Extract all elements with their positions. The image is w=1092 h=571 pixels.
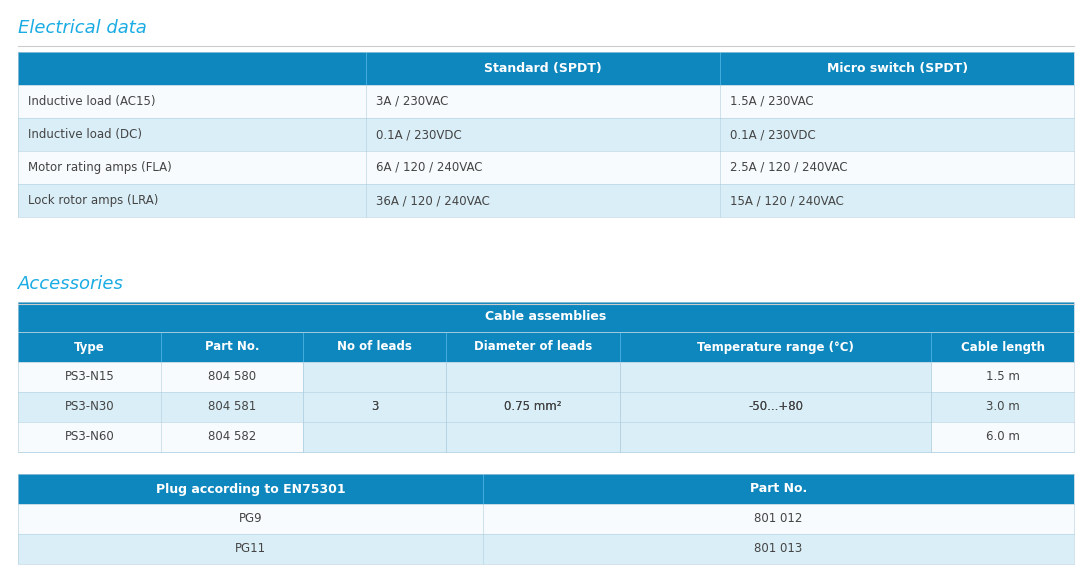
Bar [304, 362, 931, 452]
Text: Cable assemblies: Cable assemblies [485, 311, 607, 324]
Bar [17, 332, 1075, 362]
Text: 3: 3 [370, 400, 378, 413]
Text: Inductive load (AC15): Inductive load (AC15) [28, 95, 155, 108]
Text: Part No.: Part No. [204, 340, 259, 353]
Text: Electrical data: Electrical data [17, 19, 146, 37]
Text: Cable length: Cable length [961, 340, 1045, 353]
Text: No of leads: No of leads [337, 340, 412, 353]
Text: 1.5 m: 1.5 m [986, 371, 1020, 384]
Text: 2.5A / 120 / 240VAC: 2.5A / 120 / 240VAC [731, 161, 847, 174]
Bar [17, 362, 1075, 392]
Text: 0.75 mm²: 0.75 mm² [505, 400, 561, 413]
Bar [17, 392, 1075, 422]
Text: Motor rating amps (FLA): Motor rating amps (FLA) [28, 161, 171, 174]
Text: PS3-N15: PS3-N15 [64, 371, 115, 384]
Bar [17, 52, 1075, 85]
Text: Lock rotor amps (LRA): Lock rotor amps (LRA) [28, 194, 158, 207]
Text: PG9: PG9 [238, 513, 262, 525]
Text: 804 581: 804 581 [207, 400, 256, 413]
Text: 36A / 120 / 240VAC: 36A / 120 / 240VAC [377, 194, 490, 207]
Bar [17, 534, 1075, 564]
Text: Type: Type [74, 340, 105, 353]
Text: PS3-N60: PS3-N60 [64, 431, 115, 444]
Text: 6.0 m: 6.0 m [986, 431, 1020, 444]
Bar [17, 504, 1075, 534]
Text: PS3-N30: PS3-N30 [64, 400, 114, 413]
Text: Standard (SPDT): Standard (SPDT) [485, 62, 602, 75]
Text: 3: 3 [370, 400, 378, 413]
Text: Part No.: Part No. [750, 482, 807, 496]
Bar [17, 118, 1075, 151]
Text: Inductive load (DC): Inductive load (DC) [28, 128, 142, 141]
Text: Diameter of leads: Diameter of leads [474, 340, 592, 353]
Bar [17, 302, 1075, 332]
Text: 804 580: 804 580 [207, 371, 256, 384]
Bar [17, 422, 1075, 452]
Text: -50...+80: -50...+80 [748, 400, 804, 413]
Text: 3.0 m: 3.0 m [986, 400, 1020, 413]
Bar [17, 184, 1075, 217]
Text: 0.75 mm²: 0.75 mm² [505, 400, 561, 413]
Text: Plug according to EN75301: Plug according to EN75301 [155, 482, 345, 496]
Text: 0.1A / 230VDC: 0.1A / 230VDC [731, 128, 816, 141]
Text: 6A / 120 / 240VAC: 6A / 120 / 240VAC [377, 161, 483, 174]
Text: -50...+80: -50...+80 [748, 400, 804, 413]
Text: 804 582: 804 582 [207, 431, 256, 444]
Text: 1.5A / 230VAC: 1.5A / 230VAC [731, 95, 814, 108]
Text: Temperature range (°C): Temperature range (°C) [698, 340, 854, 353]
Text: 15A / 120 / 240VAC: 15A / 120 / 240VAC [731, 194, 844, 207]
Text: 0.1A / 230VDC: 0.1A / 230VDC [377, 128, 462, 141]
Text: Micro switch (SPDT): Micro switch (SPDT) [827, 62, 968, 75]
Text: 3A / 230VAC: 3A / 230VAC [377, 95, 449, 108]
Text: Accessories: Accessories [17, 275, 123, 293]
Text: PG11: PG11 [235, 542, 265, 556]
Bar [17, 474, 1075, 504]
Text: 801 013: 801 013 [755, 542, 803, 556]
Text: 801 012: 801 012 [755, 513, 803, 525]
Bar [17, 85, 1075, 118]
Bar [17, 151, 1075, 184]
